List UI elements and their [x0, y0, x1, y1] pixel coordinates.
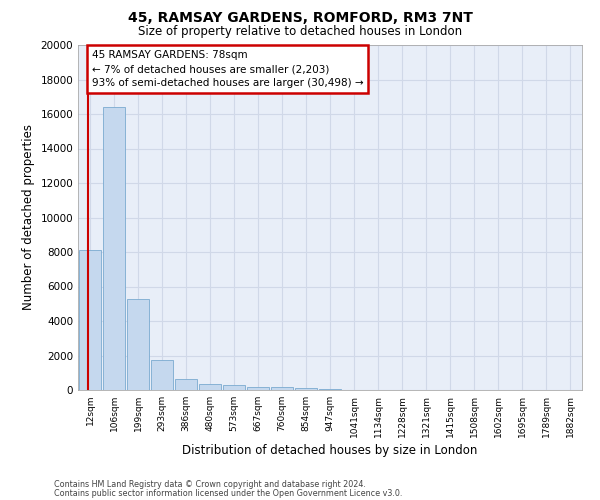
- Bar: [295, 388, 317, 390]
- Y-axis label: Number of detached properties: Number of detached properties: [22, 124, 35, 310]
- Bar: [247, 386, 269, 390]
- Bar: [223, 386, 245, 390]
- Bar: [151, 360, 173, 390]
- Bar: [79, 250, 101, 390]
- X-axis label: Distribution of detached houses by size in London: Distribution of detached houses by size …: [182, 444, 478, 457]
- Text: 45 RAMSAY GARDENS: 78sqm
← 7% of detached houses are smaller (2,203)
93% of semi: 45 RAMSAY GARDENS: 78sqm ← 7% of detache…: [92, 50, 364, 88]
- Bar: [127, 298, 149, 390]
- Text: Contains public sector information licensed under the Open Government Licence v3: Contains public sector information licen…: [54, 488, 403, 498]
- Text: Size of property relative to detached houses in London: Size of property relative to detached ho…: [138, 25, 462, 38]
- Text: Contains HM Land Registry data © Crown copyright and database right 2024.: Contains HM Land Registry data © Crown c…: [54, 480, 366, 489]
- Bar: [199, 384, 221, 390]
- Bar: [103, 107, 125, 390]
- Text: 45, RAMSAY GARDENS, ROMFORD, RM3 7NT: 45, RAMSAY GARDENS, ROMFORD, RM3 7NT: [128, 11, 472, 25]
- Bar: [271, 387, 293, 390]
- Bar: [175, 379, 197, 390]
